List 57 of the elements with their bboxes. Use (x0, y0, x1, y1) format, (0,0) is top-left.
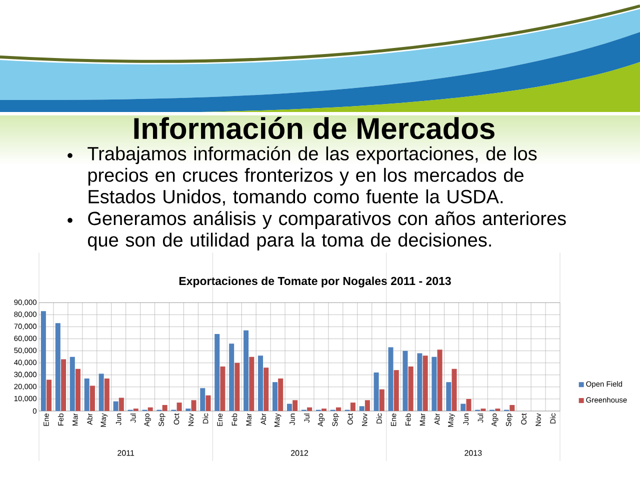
bar (286, 404, 292, 411)
bar (148, 407, 153, 411)
bar (206, 395, 211, 411)
bar (46, 380, 52, 411)
bar (200, 388, 206, 411)
bar (264, 368, 269, 411)
bar (417, 353, 422, 411)
chart-title: Información de Mercados (134, 116, 494, 140)
chart-subtitle: Exportaciones de Tomate por Nogales 2011 - 2013 (179, 276, 451, 288)
text: Trabajamos información de las exportaciones, de los precios en cruces fronterizos y en los mercados de Estados Unidos, tomando como fuente la USDA. (88, 146, 537, 206)
bar (249, 356, 254, 411)
bar (70, 356, 75, 411)
bar (258, 356, 264, 411)
bar (408, 366, 414, 411)
bar (460, 404, 466, 411)
bar (350, 402, 356, 411)
bar (90, 386, 95, 411)
bar (374, 372, 379, 411)
bar (359, 406, 364, 411)
bar (432, 356, 437, 411)
bar (98, 374, 104, 411)
bar (229, 344, 234, 411)
bar (388, 347, 394, 411)
bar (364, 400, 370, 411)
text: Generamos análisis y comparativos con años anteriores que son de utilidad para la toma de decisiones. (88, 211, 566, 250)
bar (214, 334, 220, 411)
bar (75, 368, 80, 411)
bar (40, 311, 46, 411)
bar (176, 402, 182, 411)
bar (55, 323, 60, 411)
text: 2011 (118, 450, 134, 456)
bar (104, 378, 110, 411)
bar (466, 398, 472, 411)
bar (510, 404, 515, 411)
bar (113, 401, 118, 411)
bar (220, 366, 226, 411)
bar (278, 378, 284, 411)
bar (336, 407, 341, 411)
bar (292, 400, 298, 411)
bar (437, 350, 442, 411)
text: 2013 (464, 450, 482, 456)
bar (452, 368, 457, 411)
bar (162, 404, 168, 411)
bar (84, 378, 90, 411)
bar (272, 382, 278, 411)
bar (61, 359, 66, 411)
bar (446, 382, 452, 411)
bar (118, 398, 124, 411)
bar (191, 400, 196, 411)
bar (379, 389, 384, 411)
bar (402, 350, 408, 411)
bar (307, 407, 312, 411)
bar (422, 356, 428, 411)
text: 2012 (291, 450, 308, 456)
bar (234, 362, 240, 411)
bar (394, 370, 399, 411)
bar (244, 330, 249, 411)
